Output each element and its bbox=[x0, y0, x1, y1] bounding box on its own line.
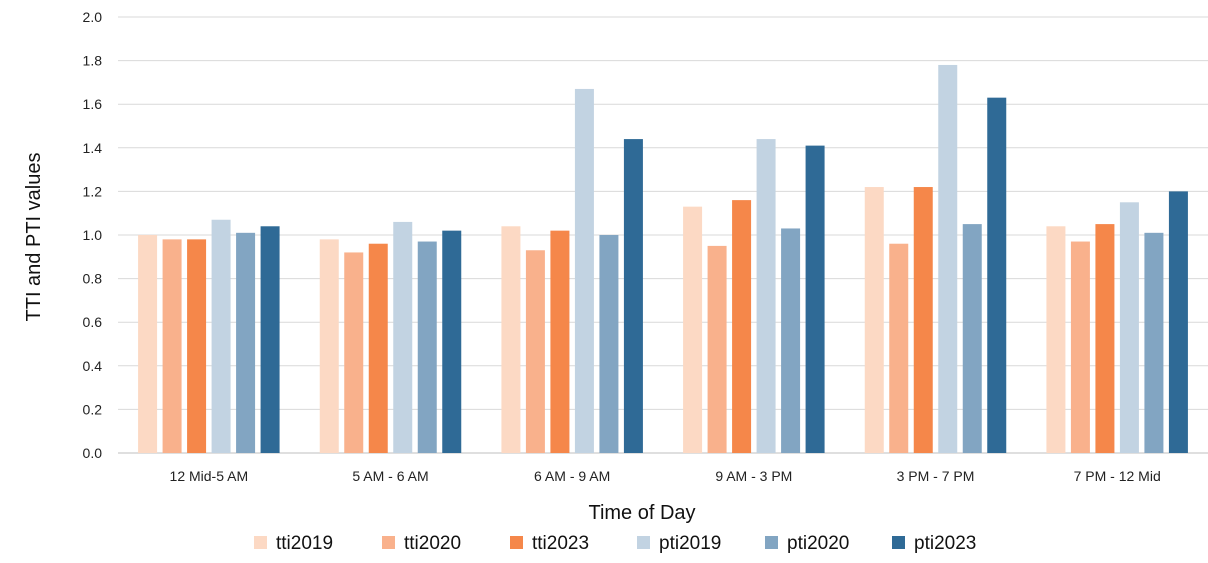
bar-tti2023-0 bbox=[187, 239, 207, 453]
x-axis-title: Time of Day bbox=[588, 502, 695, 524]
legend-label: tti2023 bbox=[532, 533, 589, 554]
legend-label: pti2020 bbox=[787, 533, 849, 554]
bar-pti2023-4 bbox=[987, 97, 1007, 453]
bar-pti2019-2 bbox=[574, 88, 594, 453]
bar-pti2019-1 bbox=[393, 221, 413, 453]
y-tick-label: 1.2 bbox=[83, 183, 103, 199]
legend-label: pti2023 bbox=[914, 533, 976, 554]
y-tick-label: 1.8 bbox=[83, 53, 103, 69]
legend-swatch bbox=[765, 536, 778, 549]
legend-label: tti2019 bbox=[276, 533, 333, 554]
legend-swatch bbox=[510, 536, 523, 549]
legend-item-tti2019: tti2019 bbox=[254, 533, 333, 554]
y-tick-label: 1.6 bbox=[83, 96, 103, 112]
bar-tti2020-2 bbox=[525, 250, 545, 453]
bar-tti2019-4 bbox=[864, 187, 884, 454]
x-tick-label: 5 AM - 6 AM bbox=[352, 468, 428, 484]
y-tick-label: 0.0 bbox=[83, 445, 103, 461]
bar-pti2019-4 bbox=[938, 64, 958, 454]
bar-tti2019-5 bbox=[1046, 226, 1066, 453]
bar-pti2023-3 bbox=[805, 145, 825, 453]
bar-tti2020-0 bbox=[162, 239, 182, 453]
legend: tti2019 tti2020 tti2023 pti2019 pti2020 pti20… bbox=[254, 533, 976, 554]
bar-tti2020-3 bbox=[707, 245, 727, 453]
y-axis-ticks: 0.0 0.2 0.4 0.6 0.8 1.0 1.2 1.4 1.6 1.8 2.0 bbox=[83, 9, 103, 461]
bar-tti2020-1 bbox=[344, 252, 364, 453]
bar-pti2023-2 bbox=[623, 139, 643, 453]
legend-item-tti2023: tti2023 bbox=[510, 533, 589, 554]
bar-tti2023-1 bbox=[368, 243, 388, 453]
bar-pti2020-4 bbox=[962, 224, 982, 453]
bar-tti2023-5 bbox=[1095, 224, 1115, 453]
y-tick-label: 0.8 bbox=[83, 271, 103, 287]
bar-pti2019-0 bbox=[211, 219, 231, 453]
bar-tti2019-0 bbox=[138, 235, 158, 453]
x-tick-label: 12 Mid-5 AM bbox=[170, 468, 249, 484]
bar-pti2020-0 bbox=[236, 232, 256, 453]
bar-tti2023-3 bbox=[732, 200, 752, 453]
bar-tti2020-4 bbox=[889, 243, 909, 453]
legend-swatch bbox=[254, 536, 267, 549]
y-axis-title: TTI and PTI values bbox=[23, 153, 45, 322]
bar-pti2020-5 bbox=[1144, 232, 1164, 453]
bar-pti2023-1 bbox=[442, 230, 462, 453]
y-tick-label: 0.2 bbox=[83, 401, 103, 417]
y-tick-label: 0.6 bbox=[83, 314, 103, 330]
y-tick-label: 2.0 bbox=[83, 9, 103, 25]
legend-swatch bbox=[382, 536, 395, 549]
bar-pti2019-3 bbox=[756, 139, 776, 453]
bars bbox=[138, 64, 1188, 454]
y-tick-label: 0.4 bbox=[83, 358, 103, 374]
y-tick-label: 1.0 bbox=[83, 227, 103, 243]
legend-item-pti2023: pti2023 bbox=[892, 533, 976, 554]
bar-pti2020-2 bbox=[599, 235, 619, 453]
bar-pti2019-5 bbox=[1119, 202, 1139, 453]
y-tick-label: 1.4 bbox=[83, 140, 103, 156]
legend-label: pti2019 bbox=[659, 533, 721, 554]
bar-pti2023-5 bbox=[1168, 191, 1188, 453]
x-tick-label: 9 AM - 3 PM bbox=[715, 468, 792, 484]
x-tick-label: 7 PM - 12 Mid bbox=[1074, 468, 1161, 484]
bar-tti2019-2 bbox=[501, 226, 521, 453]
legend-item-pti2019: pti2019 bbox=[637, 533, 721, 554]
bar-tti2020-5 bbox=[1070, 241, 1090, 453]
legend-item-pti2020: pti2020 bbox=[765, 533, 849, 554]
legend-swatch bbox=[637, 536, 650, 549]
bar-pti2020-3 bbox=[781, 228, 801, 453]
x-axis-ticks: 12 Mid-5 AM 5 AM - 6 AM 6 AM - 9 AM 9 AM - … bbox=[170, 468, 1161, 484]
bar-tti2023-2 bbox=[550, 230, 570, 453]
bar-tti2019-1 bbox=[319, 239, 339, 453]
legend-item-tti2020: tti2020 bbox=[382, 533, 461, 554]
bar-pti2023-0 bbox=[260, 226, 280, 453]
gridlines bbox=[118, 16, 1208, 454]
bar-tti2019-3 bbox=[683, 206, 703, 453]
x-tick-label: 6 AM - 9 AM bbox=[534, 468, 610, 484]
bar-tti2023-4 bbox=[913, 187, 933, 454]
legend-swatch bbox=[892, 536, 905, 549]
bar-pti2020-1 bbox=[417, 241, 437, 453]
x-tick-label: 3 PM - 7 PM bbox=[897, 468, 975, 484]
legend-label: tti2020 bbox=[404, 533, 461, 554]
